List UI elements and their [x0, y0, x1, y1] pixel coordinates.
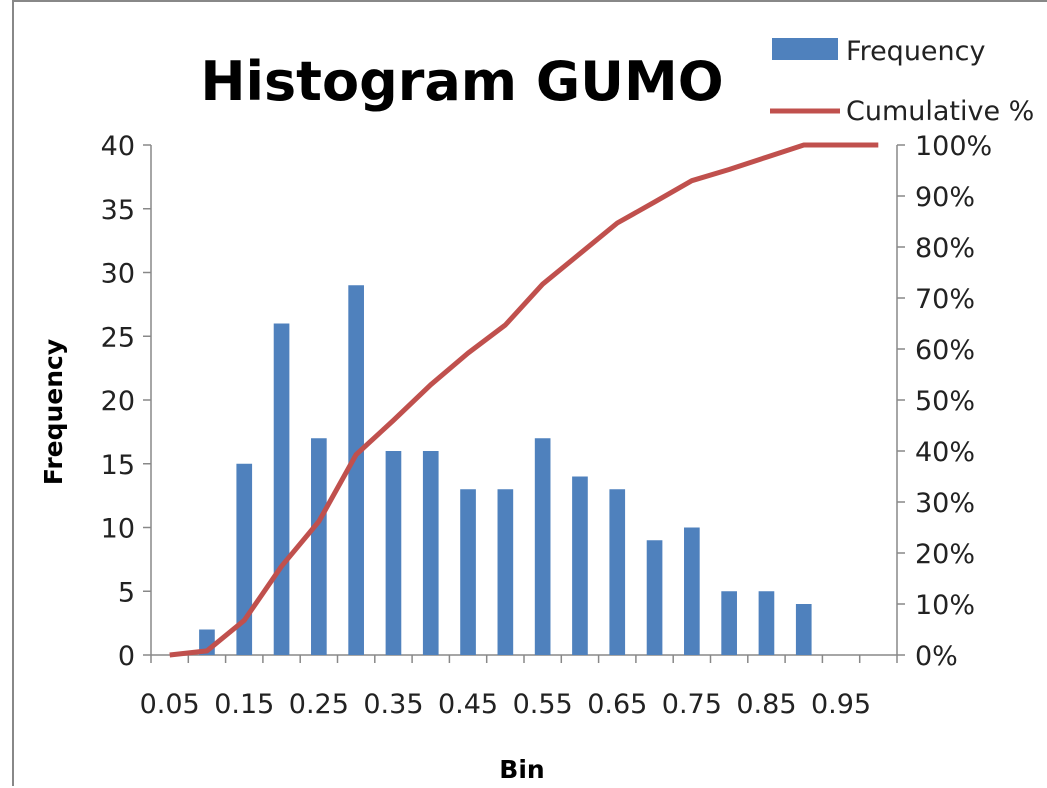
legend: Frequency Cumulative %	[770, 36, 1034, 127]
x-tick-label: 0.45	[438, 689, 498, 720]
histogram-chart: Histogram GUMO Frequency Cumulative % 0 5…	[39, 36, 1034, 784]
frequency-bar	[273, 323, 290, 655]
x-tick-label: 0.75	[662, 689, 722, 720]
frequency-bar	[385, 451, 402, 655]
y2-tick-label: 100%	[915, 131, 992, 162]
x-tick-label: 0.95	[811, 689, 871, 720]
frequency-bar	[758, 591, 775, 655]
frequency-bar	[572, 476, 588, 655]
x-tick-label: 0.05	[140, 689, 200, 720]
chart-frame: Histogram GUMO Frequency Cumulative % 0 5…	[12, 0, 1047, 786]
frequency-bar	[721, 591, 737, 655]
axes	[143, 144, 905, 663]
y2-tick-label: 0%	[915, 641, 958, 672]
y2-tick-label: 80%	[915, 233, 975, 264]
frequency-bar	[497, 489, 514, 655]
legend-swatch-frequency	[772, 38, 838, 60]
frequency-bar	[422, 451, 439, 655]
cumulative-line	[169, 142, 879, 658]
y2-tick-label: 20%	[915, 539, 975, 570]
y-tick-label: 20	[101, 386, 135, 417]
y2-tick-label: 50%	[915, 386, 975, 417]
x-tick-label: 0.65	[587, 689, 647, 720]
y2-tick-label: 70%	[915, 284, 975, 315]
frequency-bar	[646, 540, 663, 655]
x-tick-label: 0.55	[513, 689, 573, 720]
x-tick-label: 0.25	[289, 689, 349, 720]
y2-tick-label: 90%	[915, 182, 975, 213]
frequency-bar	[684, 527, 700, 655]
frequency-bars	[199, 285, 812, 655]
frequency-bar	[534, 438, 551, 655]
y-tick-label: 35	[101, 195, 135, 226]
y-tick-label: 10	[101, 514, 135, 545]
y-tick-label: 0	[118, 641, 135, 672]
tick-labels: 0 5 10 15 20 25 30 35 40 0% 10% 20% 30% 40% 50% 60% 70% 8…	[101, 131, 993, 720]
y-tick-label: 15	[101, 450, 135, 481]
frequency-bar	[609, 489, 626, 655]
frequency-bar	[311, 438, 327, 655]
y2-tick-label: 30%	[915, 488, 975, 519]
legend-label-frequency: Frequency	[846, 36, 986, 67]
cumulative-percent-line	[169, 142, 879, 658]
y-tick-label: 5	[118, 577, 135, 608]
y-tick-label: 25	[101, 322, 135, 353]
chart-title: Histogram GUMO	[200, 50, 723, 113]
y-axis-label: Frequency	[39, 339, 68, 485]
frequency-bar	[348, 285, 364, 655]
x-axis-label: Bin	[499, 755, 544, 784]
y2-tick-label: 40%	[915, 437, 975, 468]
y2-tick-label: 60%	[915, 335, 975, 366]
x-tick-label: 0.85	[736, 689, 796, 720]
legend-label-cumulative: Cumulative %	[846, 96, 1034, 127]
frequency-bar	[236, 463, 253, 655]
x-tick-label: 0.15	[214, 689, 274, 720]
frequency-bar	[460, 489, 476, 655]
y-tick-label: 40	[101, 131, 135, 162]
frequency-bar	[795, 604, 812, 655]
y2-tick-label: 10%	[915, 590, 975, 621]
y-tick-label: 30	[101, 259, 135, 290]
x-tick-label: 0.35	[363, 689, 423, 720]
